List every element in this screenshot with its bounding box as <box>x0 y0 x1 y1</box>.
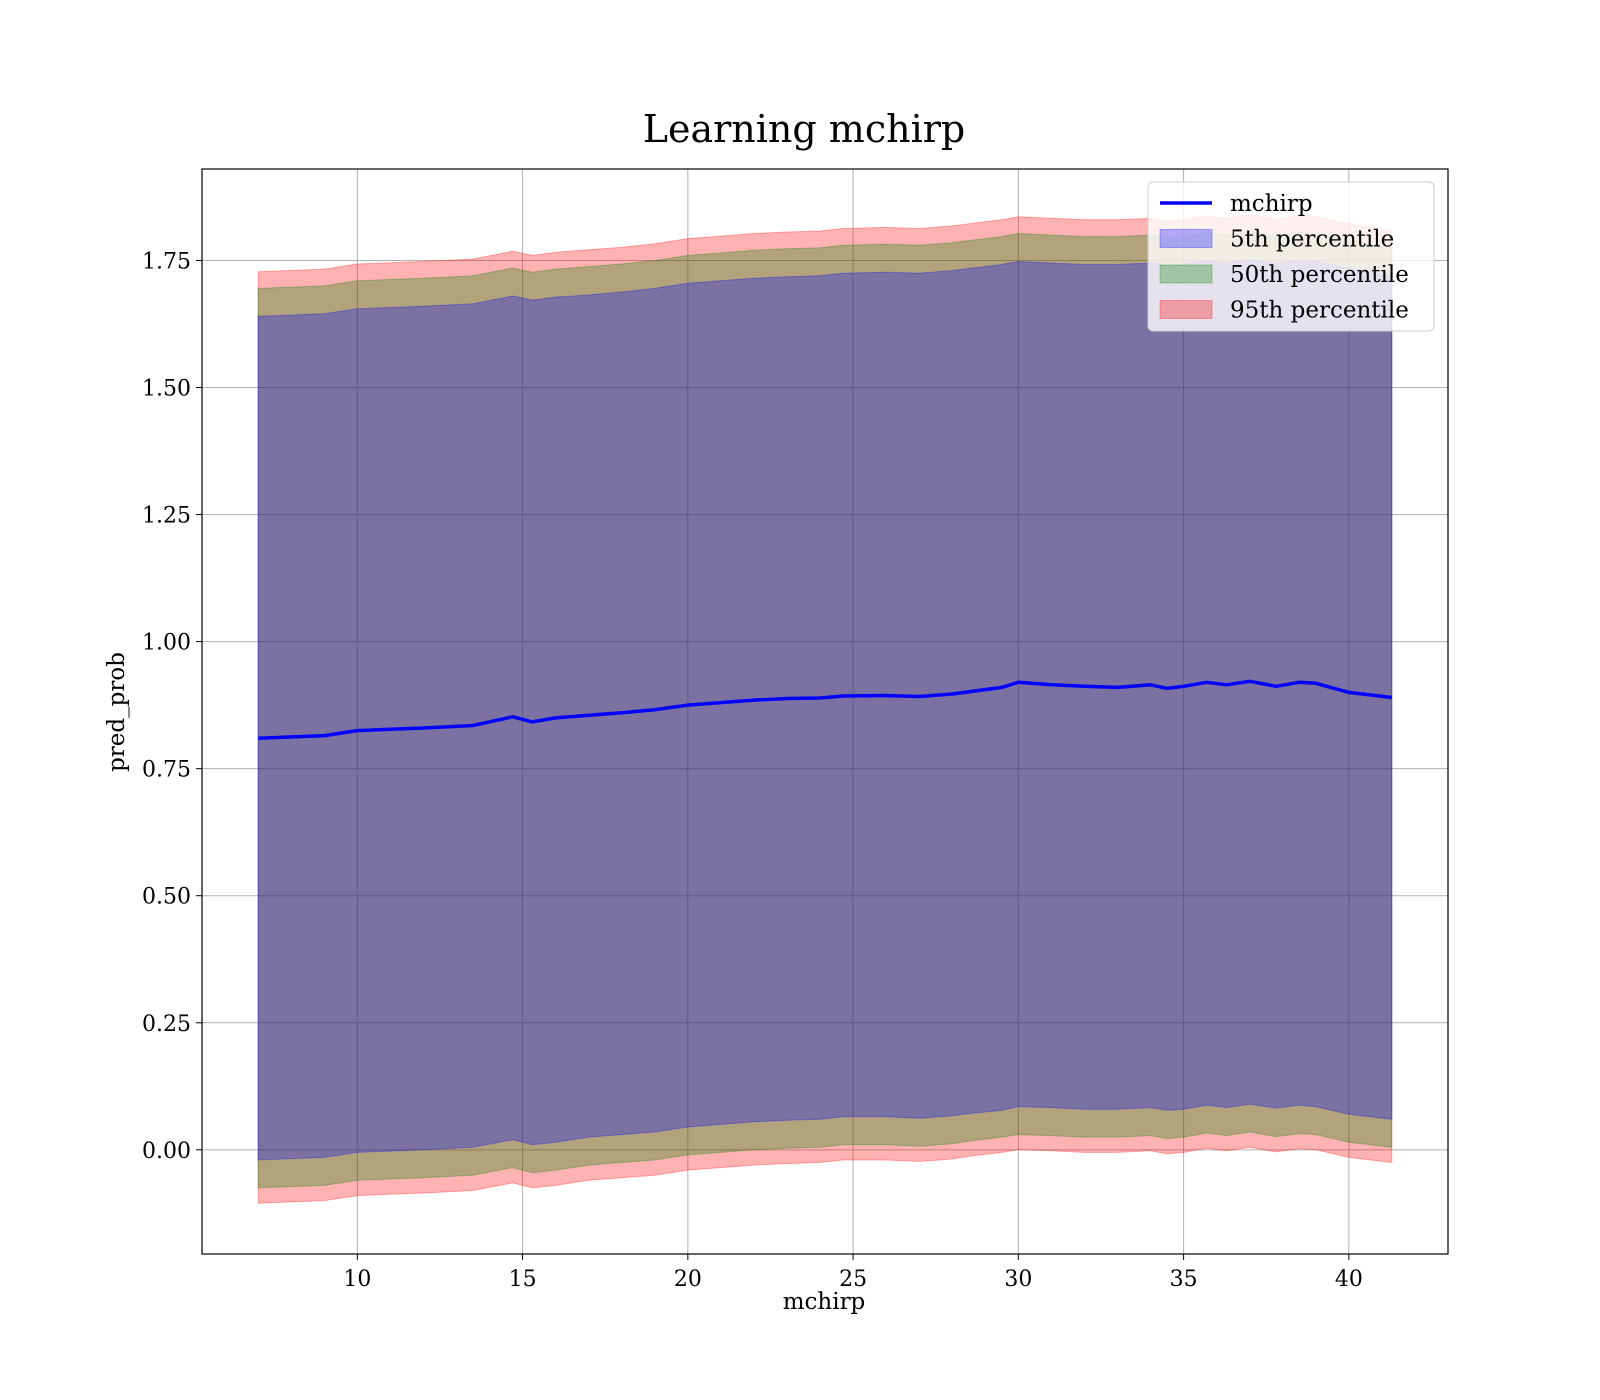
band-5th-percentile <box>257 258 1393 1161</box>
legend-label: 95th percentile <box>1230 298 1409 324</box>
plot-area <box>201 168 1449 1255</box>
series-lines <box>258 679 1393 740</box>
legend: mchirp 5th percentile 50th percentile 95th … <box>1147 181 1435 332</box>
x-tick-label: 40 <box>1335 1267 1363 1292</box>
y-tick-label: 1.50 <box>142 377 191 402</box>
x-axis-ticks: 10 15 20 25 30 35 40 <box>343 1254 1363 1292</box>
band-50th-percentile <box>257 230 1393 1189</box>
band-95th-percentile <box>257 214 1393 1204</box>
legend-swatch-band <box>1159 229 1213 248</box>
y-tick-label: 1.25 <box>142 504 191 529</box>
y-tick-label: 0.25 <box>142 1012 191 1037</box>
x-tick-label: 35 <box>1170 1267 1198 1292</box>
x-tick-label: 30 <box>1004 1267 1032 1292</box>
y-tick-label: 0.75 <box>142 758 191 783</box>
plot-frame <box>201 168 1449 1255</box>
percentile-bands <box>257 214 1393 1204</box>
legend-swatch-band <box>1159 264 1213 284</box>
x-tick-label: 20 <box>674 1267 702 1292</box>
y-tick-label: 1.00 <box>142 631 191 656</box>
y-axis-label: pred_prob <box>104 652 130 772</box>
x-tick-label: 15 <box>509 1267 537 1292</box>
y-tick-label: 1.75 <box>142 249 191 274</box>
x-tick-label: 10 <box>343 1267 371 1292</box>
y-tick-label: 0.00 <box>142 1139 191 1164</box>
chart-title: Learning mchirp <box>643 107 965 151</box>
legend-label: 50th percentile <box>1230 262 1409 288</box>
y-tick-label: 0.50 <box>142 885 191 910</box>
legend-label: 5th percentile <box>1230 227 1394 253</box>
legend-label: mchirp <box>1230 191 1313 217</box>
y-axis-ticks: 0.00 0.25 0.50 0.75 1.00 1.25 1.50 1.75 <box>142 249 202 1164</box>
grid <box>202 169 1448 1254</box>
x-axis-label: mchirp <box>783 1289 866 1315</box>
legend-box <box>1147 181 1435 332</box>
series-line-mchirp <box>258 679 1393 740</box>
legend-swatch-band <box>1159 300 1213 319</box>
x-tick-label: 25 <box>839 1267 867 1292</box>
